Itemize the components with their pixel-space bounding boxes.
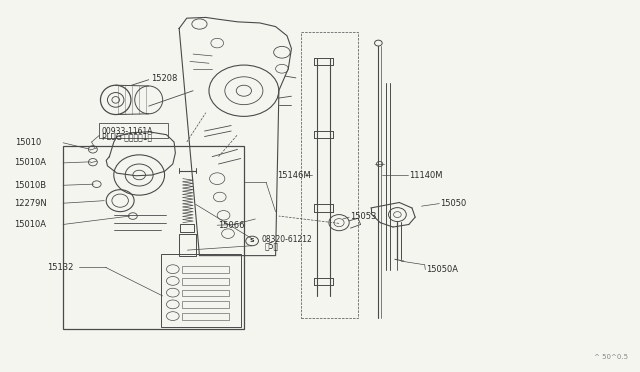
Bar [99, 123, 168, 138]
Text: 11140M: 11140M [409, 170, 442, 180]
Text: 00933-1161A: 00933-1161A [102, 127, 153, 136]
Text: 15010B: 15010B [14, 181, 46, 190]
Text: 15208: 15208 [150, 74, 177, 83]
Text: 12279N: 12279N [14, 199, 47, 208]
Bar [161, 254, 241, 327]
Text: （5）: （5） [264, 241, 278, 250]
Text: S: S [250, 238, 255, 243]
Bar [182, 266, 229, 273]
Text: 15010: 15010 [15, 138, 42, 147]
Bar [63, 146, 244, 329]
Bar [182, 301, 229, 308]
Text: 15132: 15132 [47, 263, 74, 272]
Text: 15146M: 15146M [277, 170, 310, 180]
Bar [179, 234, 196, 256]
Bar [182, 278, 229, 285]
Bar [182, 313, 229, 320]
Bar [180, 224, 195, 232]
Bar [182, 290, 229, 296]
Text: PLUG プラグ（1）: PLUG プラグ（1） [102, 132, 152, 141]
Text: 15050A: 15050A [427, 265, 459, 274]
Text: 08320-61212: 08320-61212 [262, 235, 312, 244]
Text: 15066: 15066 [218, 221, 245, 230]
Bar [301, 32, 358, 318]
Text: ^ 50^0.5: ^ 50^0.5 [594, 354, 628, 360]
Text: 15053: 15053 [351, 212, 377, 221]
Text: 15010A: 15010A [14, 220, 46, 229]
Text: 15010A: 15010A [14, 158, 46, 167]
Text: 15050: 15050 [440, 199, 467, 208]
